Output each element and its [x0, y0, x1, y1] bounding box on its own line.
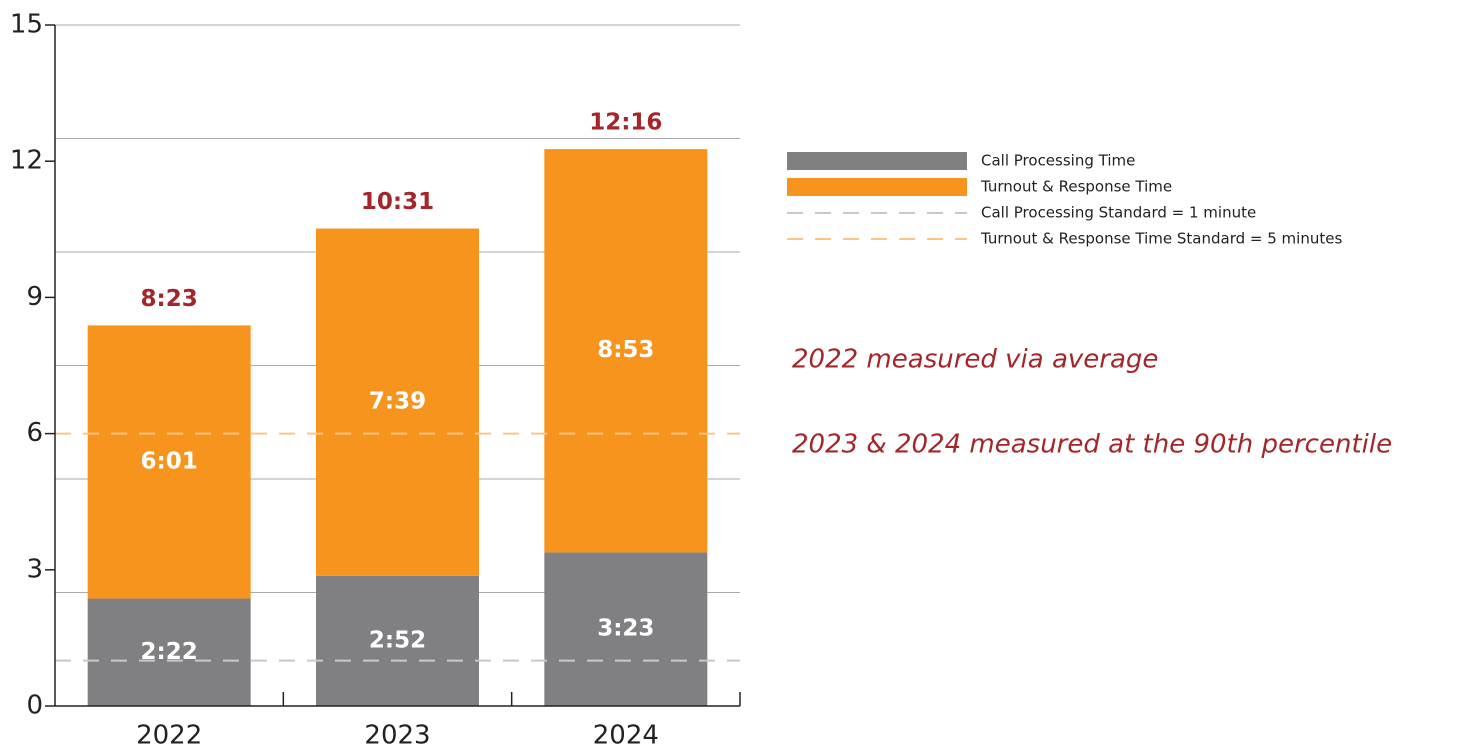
total-label: 12:16 [589, 110, 662, 136]
x-tick-label: 2022 [136, 721, 202, 749]
bar-segment [544, 149, 708, 553]
x-tick-label: 2023 [364, 721, 430, 749]
value-label: 8:53 [597, 337, 654, 363]
y-tick-label: 12 [10, 146, 43, 176]
value-label: 6:01 [141, 448, 198, 474]
legend-label: Turnout & Response Time [980, 178, 1172, 196]
bar-segment [544, 552, 708, 706]
y-tick-label: 9 [26, 282, 43, 312]
y-tick-label: 6 [26, 418, 43, 448]
bar-segment [316, 575, 479, 706]
bar-segment [316, 228, 479, 576]
total-label: 8:23 [141, 286, 198, 312]
bar-segment [87, 598, 251, 706]
annotation: 2023 & 2024 measured at the 90th percent… [792, 430, 1392, 460]
annotation: 2022 measured via average [792, 345, 1158, 375]
legend-swatch [787, 152, 967, 170]
value-label: 7:39 [369, 389, 426, 415]
legend-label: Call Processing Standard = 1 minute [981, 204, 1256, 222]
legend-label: Turnout & Response Time Standard = 5 min… [980, 230, 1342, 248]
total-label: 10:31 [361, 189, 434, 215]
value-label: 2:52 [369, 627, 426, 653]
legend-swatch [787, 178, 967, 196]
legend-label: Call Processing Time [981, 152, 1135, 170]
y-tick-label: 0 [26, 691, 43, 721]
x-tick-label: 2024 [593, 721, 659, 749]
bar-segment [87, 325, 251, 599]
value-label: 3:23 [597, 616, 654, 642]
y-tick-label: 15 [10, 10, 43, 40]
y-tick-label: 3 [26, 554, 43, 584]
